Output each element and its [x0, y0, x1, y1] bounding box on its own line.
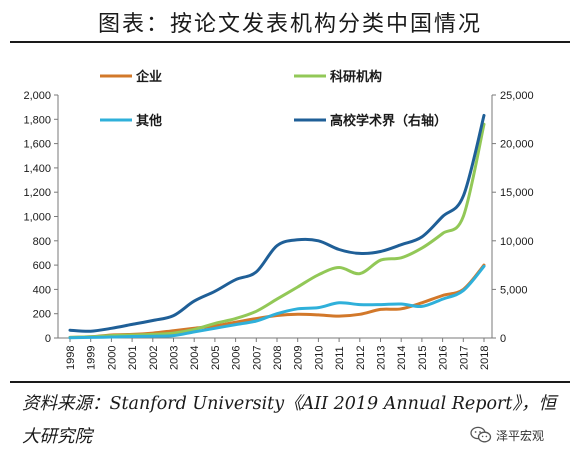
x-tick-label: 2005	[210, 346, 222, 370]
x-tick-label: 2018	[479, 346, 491, 370]
x-tick-label: 2016	[438, 346, 450, 370]
line-chart: 0 200 400 600 800 1,000 1,200 1,400 1,600 1,800 2,…	[23, 69, 534, 370]
right-tick-label: 15,000	[500, 187, 534, 199]
x-tick-label: 2014	[396, 346, 408, 370]
left-tick-label: 1,000	[23, 212, 51, 224]
x-tick-label: 2002	[148, 346, 160, 370]
right-tick-label: 10,000	[500, 236, 534, 248]
left-tick-label: 1,600	[23, 139, 51, 151]
right-tick-label: 20,000	[500, 139, 534, 151]
right-axis-ticks: 0 5,000 10,000 15,000 20,000 25,000	[492, 90, 534, 345]
left-tick-label: 1,200	[23, 187, 51, 199]
x-tick-label: 1998	[65, 346, 77, 370]
left-tick-label: 0	[45, 333, 51, 345]
left-tick-label: 2,000	[23, 90, 51, 102]
wechat-icon	[470, 426, 492, 443]
source-note: 资料来源：Stanford University《AII 2019 Annual…	[22, 394, 557, 447]
x-tick-label: 2004	[189, 346, 201, 370]
series-lines	[68, 113, 486, 340]
x-tick-label: 2011	[334, 346, 346, 370]
series-line-research-institutes	[68, 122, 486, 339]
left-tick-label: 600	[33, 260, 51, 272]
legend-other-label: 其他	[136, 113, 162, 129]
x-tick-label: 2017	[458, 346, 470, 370]
x-tick-label: 2000	[106, 346, 118, 370]
left-tick-label: 1,400	[23, 163, 51, 175]
series-line-academia	[68, 113, 486, 333]
x-tick-label: 2015	[417, 346, 429, 370]
watermark: 泽平宏观	[470, 424, 544, 446]
right-tick-label: 0	[500, 333, 506, 345]
x-tick-label: 2003	[169, 346, 181, 370]
legend-academia-label: 高校学术界（右轴）	[330, 113, 447, 129]
x-axis-ticks: 1998 1999 2000 2001 2002 2003 2004 2005 2006 2007…	[65, 338, 491, 370]
left-tick-label: 400	[33, 284, 51, 296]
left-tick-label: 800	[33, 236, 51, 248]
legend-enterprise-label: 企业	[135, 69, 162, 85]
source-divider	[10, 381, 570, 383]
series-line-other	[68, 264, 486, 340]
right-tick-label: 25,000	[500, 90, 534, 102]
x-tick-label: 2006	[231, 346, 243, 370]
left-tick-label: 1,800	[23, 114, 51, 126]
left-tick-label: 200	[33, 309, 51, 321]
page-title: 图表：按论文发表机构分类中国情况	[97, 12, 482, 37]
title-divider	[10, 41, 570, 43]
x-tick-label: 2013	[376, 346, 388, 370]
legend-research-institutes-label: 科研机构	[330, 69, 382, 85]
x-tick-label: 2009	[293, 346, 305, 370]
x-tick-label: 2007	[251, 346, 263, 370]
x-tick-label: 2010	[313, 346, 325, 370]
x-tick-label: 2008	[272, 346, 284, 370]
x-tick-label: 2012	[355, 346, 367, 370]
left-axis-ticks: 0 200 400 600 800 1,000 1,200 1,400 1,600 1,800 2,…	[23, 90, 58, 345]
watermark-label: 泽平宏观	[496, 428, 545, 443]
right-tick-label: 5,000	[500, 284, 528, 296]
x-tick-label: 1999	[86, 346, 98, 370]
series-line-enterprise	[68, 263, 486, 339]
x-tick-label: 2001	[127, 346, 139, 370]
